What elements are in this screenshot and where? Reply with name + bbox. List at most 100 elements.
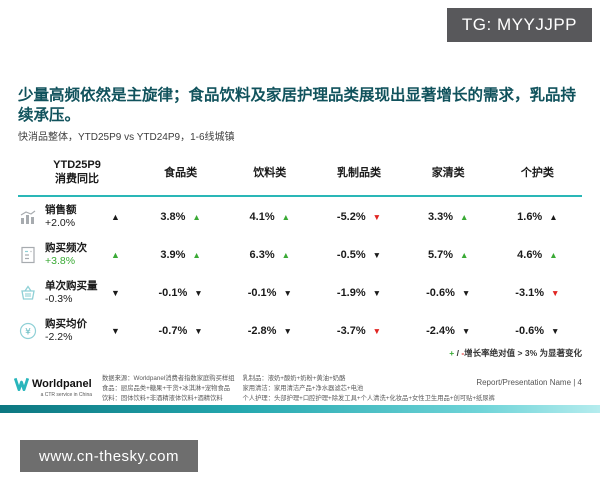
source-line: 家用清洁：家用清洁产品+净水器滤芯+电池 — [242, 384, 364, 392]
cell-beverage: -0.1% ▼ — [225, 287, 314, 299]
cell-food: 3.9% ▲ — [136, 249, 225, 261]
metric-delta: -2.2% — [45, 331, 73, 344]
worldpanel-logo: Worldpanel a CTR service in China — [14, 377, 92, 398]
cell-value: -0.6% — [515, 325, 545, 338]
cell-value: 5.7% — [427, 249, 454, 262]
receipt-icon — [18, 245, 38, 265]
cell-value: 1.6% — [517, 211, 543, 224]
yen-circle-icon: ¥ — [18, 321, 38, 341]
trend-triangle: ▲ — [192, 211, 201, 222]
data-sources-right: 乳制品：液奶+酸奶+奶粉+黄油+奶酪 家用清洁：家用清洁产品+净水器滤芯+电池 … — [243, 374, 495, 403]
source-line: 乳制品：液奶+酸奶+奶粉+黄油+奶酪 — [242, 375, 346, 382]
trend-triangle: ▼ — [372, 249, 382, 260]
metric-label-cell: 单次购买量 -0.3% ▼ — [18, 280, 136, 306]
tg-badge: TG: MYYJJPP — [446, 8, 592, 42]
cell-dairy: -1.9% ▼ — [314, 287, 403, 299]
cell-value: 4.6% — [517, 249, 543, 262]
cell-value: 3.3% — [427, 211, 454, 224]
basket-icon — [18, 283, 38, 303]
cell-personalcare: 1.6% ▲ — [493, 211, 582, 223]
column-header-homecare: 家清类 — [431, 167, 465, 180]
column-header-beverage: 饮料类 — [253, 167, 287, 180]
cell-personalcare: 4.6% ▲ — [493, 249, 582, 261]
source-line: 饮料：固体饮料+非酒精液体饮料+酒精饮料 — [102, 394, 223, 402]
metric-delta: -0.3% — [45, 293, 73, 306]
consumption-table: YTD25P9 消费同比 食品类 饮料类 乳制品类 家清类 个护类 销售额 +2… — [18, 158, 582, 349]
metric-delta: +2.0% — [45, 217, 76, 230]
trend-triangle: ▲ — [111, 249, 120, 260]
metric-name: 购买频次 — [45, 241, 87, 254]
metric-header-line1: YTD25P9 — [53, 159, 101, 171]
cell-homecare: 5.7% ▲ — [404, 249, 493, 261]
cell-dairy: -5.2% ▼ — [314, 211, 403, 223]
trend-triangle: ▲ — [460, 249, 469, 260]
trend-triangle: ▲ — [192, 249, 201, 260]
metric-label-cell: 销售额 +2.0% ▲ — [18, 204, 136, 230]
table-row-units-per-trip: 单次购买量 -0.3% ▼ -0.1% ▼ -0.1% ▼ -1.9% ▼ -0.6%… — [18, 276, 582, 311]
trend-triangle: ▼ — [551, 287, 560, 298]
column-header-personalcare: 个护类 — [520, 167, 554, 180]
cell-homecare: -2.4% ▼ — [404, 325, 493, 337]
cell-value: -0.5% — [336, 249, 366, 262]
trend-triangle: ▲ — [549, 211, 558, 222]
trend-triangle: ▼ — [551, 325, 560, 336]
cell-value: -1.9% — [336, 287, 366, 300]
trend-triangle: ▼ — [194, 325, 203, 336]
cell-homecare: -0.6% ▼ — [404, 287, 493, 299]
source-line: 食品：厨房品类+糖果+干货+冰淇淋+宠物食品 — [102, 384, 231, 392]
table-row-purchase-frequency: 购买频次 +3.8% ▲ 3.9% ▲ 6.3% ▲ -0.5% ▼ 5.7% ▲ 4.… — [18, 238, 582, 273]
metric-delta: +3.8% — [45, 255, 76, 268]
source-line: 数据来源：Worldpanel消费者指数家庭购买样组 — [102, 375, 235, 382]
cell-beverage: -2.8% ▼ — [225, 325, 314, 337]
table-row-average-price: ¥ 购买均价 -2.2% ▼ -0.7% ▼ -2.8% ▼ -3.7% ▼ -2.4… — [18, 314, 582, 349]
cell-value: -0.1% — [247, 287, 277, 300]
trend-triangle: ▼ — [111, 325, 120, 336]
trend-triangle: ▼ — [461, 325, 471, 336]
slide-footer: Worldpanel a CTR service in China 数据来源：W… — [14, 374, 586, 403]
cell-food: -0.1% ▼ — [136, 287, 225, 299]
metric-label-cell: 购买频次 +3.8% ▲ — [18, 242, 136, 268]
table-header-row: YTD25P9 消费同比 食品类 饮料类 乳制品类 家清类 个护类 — [18, 158, 582, 197]
metric-name: 购买均价 — [45, 317, 87, 330]
report-name: Report/Presentation Name | 4 — [476, 378, 582, 387]
trend-triangle: ▼ — [111, 287, 120, 298]
cell-beverage: 6.3% ▲ — [225, 249, 314, 261]
cell-beverage: 4.1% ▲ — [225, 211, 314, 223]
column-header-food: 食品类 — [164, 167, 198, 180]
trend-triangle: ▼ — [283, 325, 292, 336]
slash-sign: / — [454, 348, 462, 358]
minus-sign: - — [461, 348, 465, 358]
trend-triangle: ▼ — [372, 211, 382, 222]
source-line: 个人护理：头部护理+口腔护理+除发工具+个人清洗+化妆品+女性卫生用品+创可贴+… — [242, 394, 495, 402]
column-header-dairy: 乳制品类 — [336, 167, 381, 180]
data-sources-left: 数据来源：Worldpanel消费者指数家庭购买样组 食品：厨房品类+糖果+干货… — [102, 374, 235, 403]
bar-chart-icon — [18, 207, 38, 227]
cell-food: -0.7% ▼ — [136, 325, 225, 337]
note-text: 增长率绝对值 > 3% 为显著变化 — [464, 348, 582, 358]
cell-value: 4.1% — [249, 211, 275, 224]
cell-personalcare: -3.1% ▼ — [493, 287, 582, 299]
metric-label-cell: ¥ 购买均价 -2.2% ▼ — [18, 318, 136, 344]
logo-name: Worldpanel — [32, 378, 92, 390]
cell-homecare: 3.3% ▲ — [404, 211, 493, 223]
cell-value: -0.1% — [158, 287, 188, 300]
bottom-gradient-bar — [0, 405, 600, 413]
logo-tagline: a CTR service in China — [40, 392, 92, 398]
cell-value: 3.9% — [160, 249, 186, 262]
significance-note: + / -增长率绝对值 > 3% 为显著变化 — [449, 347, 582, 359]
watermark-url: www.cn-thesky.com — [20, 440, 198, 472]
cell-value: -2.4% — [426, 325, 455, 338]
trend-triangle: ▼ — [461, 287, 471, 298]
cell-dairy: -3.7% ▼ — [314, 325, 403, 337]
cell-value: -0.7% — [158, 325, 188, 338]
cell-value: -3.7% — [336, 325, 366, 338]
cell-value: -2.8% — [247, 325, 277, 338]
trend-triangle: ▼ — [194, 287, 203, 298]
table-row-sales-value: 销售额 +2.0% ▲ 3.8% ▲ 4.1% ▲ -5.2% ▼ 3.3% ▲ 1.6… — [18, 200, 582, 235]
cell-personalcare: -0.6% ▼ — [493, 325, 582, 337]
cell-food: 3.8% ▲ — [136, 211, 225, 223]
plus-sign: + — [449, 348, 455, 358]
cell-value: -0.6% — [426, 287, 455, 300]
trend-triangle: ▼ — [283, 287, 292, 298]
trend-triangle: ▲ — [549, 249, 558, 260]
